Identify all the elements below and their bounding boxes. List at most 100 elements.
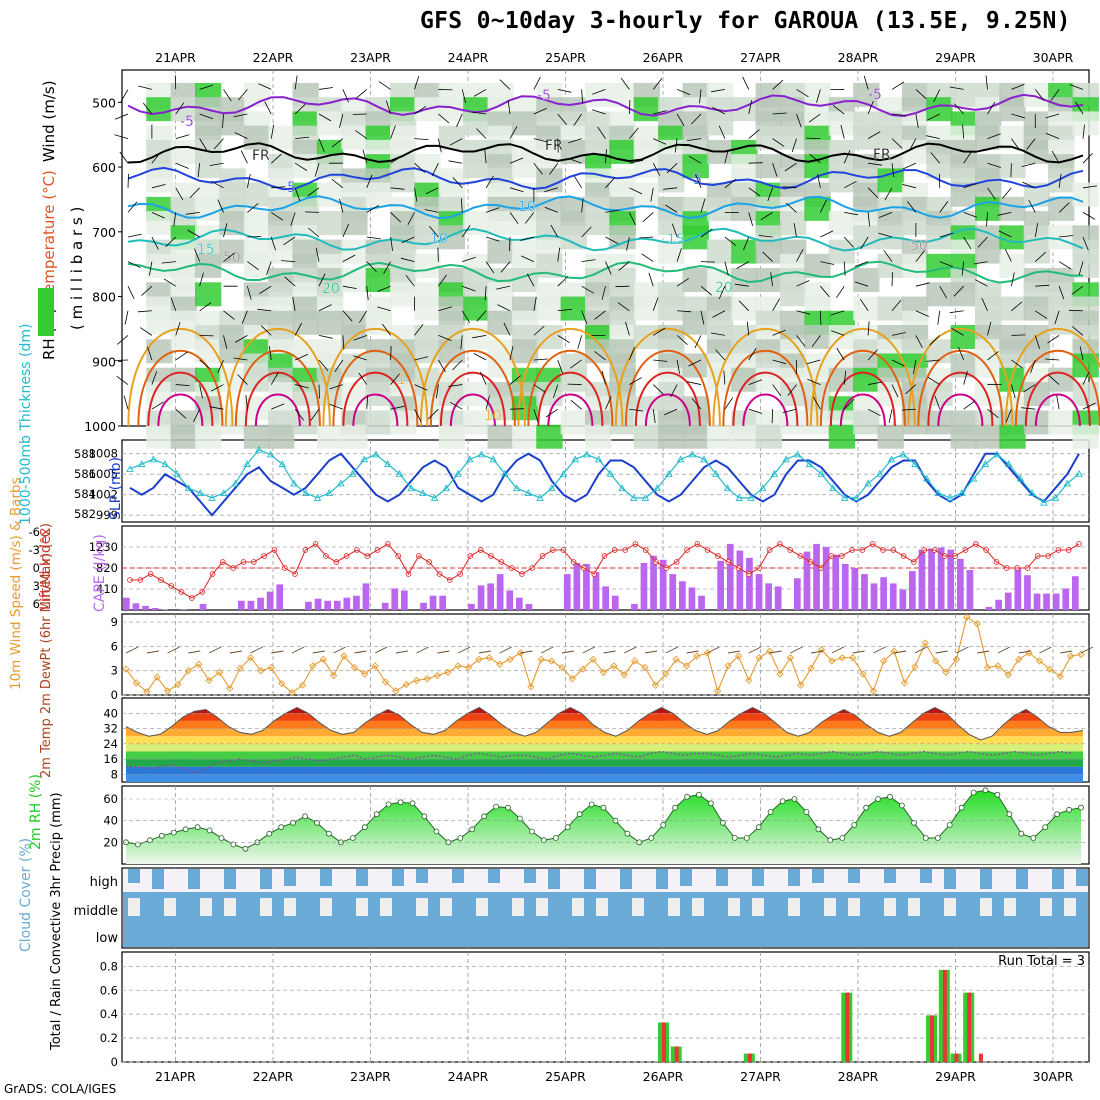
wind-barb: [891, 299, 902, 312]
wind-barb: [318, 384, 320, 399]
rh-patch: [195, 282, 222, 307]
wind-barb: [405, 274, 415, 287]
cape-bar: [305, 601, 312, 610]
cloud-high-block: [812, 869, 824, 883]
cape-bar: [257, 597, 264, 610]
surface-wind-barb: [1080, 646, 1094, 654]
wind-barb: [1010, 384, 1016, 399]
wind-barb: [209, 406, 224, 410]
rh-point: [134, 841, 141, 848]
wind-barb: [329, 404, 344, 410]
lifted-tick-label: -3: [29, 543, 40, 557]
x-tick-bottom-label: 27APR: [740, 1069, 781, 1084]
wind-barb: [304, 211, 320, 213]
cape-bar: [957, 558, 964, 610]
wind-barb: [165, 236, 177, 247]
rh-patch: [487, 211, 514, 236]
wind-barb: [342, 89, 349, 103]
wind-barb: [888, 409, 893, 423]
rh-point: [158, 832, 165, 839]
precip-convective-bar: [942, 969, 947, 1062]
wind-barb: [503, 322, 511, 336]
wind-barb: [570, 399, 582, 410]
wind-barb: [891, 384, 899, 398]
wind-barb: [461, 89, 466, 104]
cloud-mid-gap: [884, 898, 896, 916]
precip-convective-bar: [845, 992, 850, 1062]
wind-barb: [353, 355, 367, 361]
wind-barb: [149, 261, 153, 276]
surface-wind-barb: [790, 646, 803, 654]
rh-point: [146, 837, 153, 844]
surface-wind-barb: [603, 650, 616, 654]
cloud-mid-gap: [692, 898, 704, 916]
rh-point: [433, 828, 440, 835]
wind-point: [900, 679, 909, 687]
lifted-tick-label: 3: [33, 579, 40, 593]
wind-barb: [461, 310, 471, 323]
rh-point: [540, 837, 547, 844]
wind-barb: [843, 150, 851, 164]
rh-patch: [926, 253, 953, 278]
contour-label: 15: [667, 232, 685, 248]
wind-barb: [557, 276, 569, 287]
thickness-point: [173, 469, 181, 477]
wind-barb: [953, 285, 964, 297]
wind-barb: [809, 153, 821, 164]
rh-patch: [780, 211, 807, 236]
cape-bar: [468, 603, 475, 610]
rh-patch: [390, 410, 417, 435]
wind-barb: [377, 285, 391, 292]
rh-point: [505, 804, 511, 811]
rh-patch: [999, 424, 1026, 449]
thickness-point: [712, 469, 720, 477]
x-tick-bottom-label: 21APR: [155, 1069, 196, 1084]
wind-barb: [310, 408, 320, 421]
cape-bar: [381, 602, 389, 610]
wind-barb: [223, 89, 232, 102]
wind-barb: [257, 308, 272, 312]
thickness-point: [395, 469, 404, 477]
rh-patch: [901, 211, 929, 236]
wind-barb: [533, 325, 545, 336]
wind-barb: [987, 408, 999, 419]
wind-barb: [806, 359, 821, 365]
rh-point: [1030, 835, 1037, 841]
wind-barb: [629, 187, 643, 195]
rh-point: [815, 826, 822, 833]
wind-barb: [485, 207, 500, 213]
wind-barb: [905, 384, 917, 395]
wind-barb: [222, 113, 224, 129]
wind-barb: [462, 256, 476, 262]
rh-patch: [316, 424, 344, 449]
wind-barb: [342, 254, 356, 262]
wind-barb: [476, 310, 487, 322]
rh-point: [899, 802, 905, 809]
wind-barb: [1054, 310, 1060, 325]
surface-wind-barb: [997, 646, 1011, 654]
rh-point: [373, 811, 380, 818]
cape-bar: [1024, 575, 1031, 610]
rh-point: [911, 819, 917, 826]
thickness-point: [606, 469, 615, 477]
contour-label: 10: [518, 199, 536, 215]
wind-barb: [390, 236, 393, 251]
wind-barb: [962, 124, 965, 139]
wind-barb: [294, 353, 309, 361]
ylabel-rh: 2m RH (%): [28, 774, 44, 850]
rh-point: [493, 803, 500, 810]
cape-bar: [899, 589, 907, 610]
wind-barb: [927, 113, 940, 121]
wind-barb: [860, 236, 869, 250]
rh-patch: [633, 424, 661, 449]
boundary-layer-contour: [137, 350, 224, 427]
x-tick-top-label: 23APR: [350, 50, 391, 65]
rh-point: [266, 830, 273, 837]
wind-barb: [913, 359, 917, 374]
wind-barb: [939, 232, 954, 238]
rh-patch: [731, 239, 758, 264]
rh-patch: [633, 296, 661, 321]
wind-barb: [163, 278, 176, 287]
thickness-point: [1063, 479, 1072, 487]
cloud-mid-gap: [752, 898, 764, 916]
